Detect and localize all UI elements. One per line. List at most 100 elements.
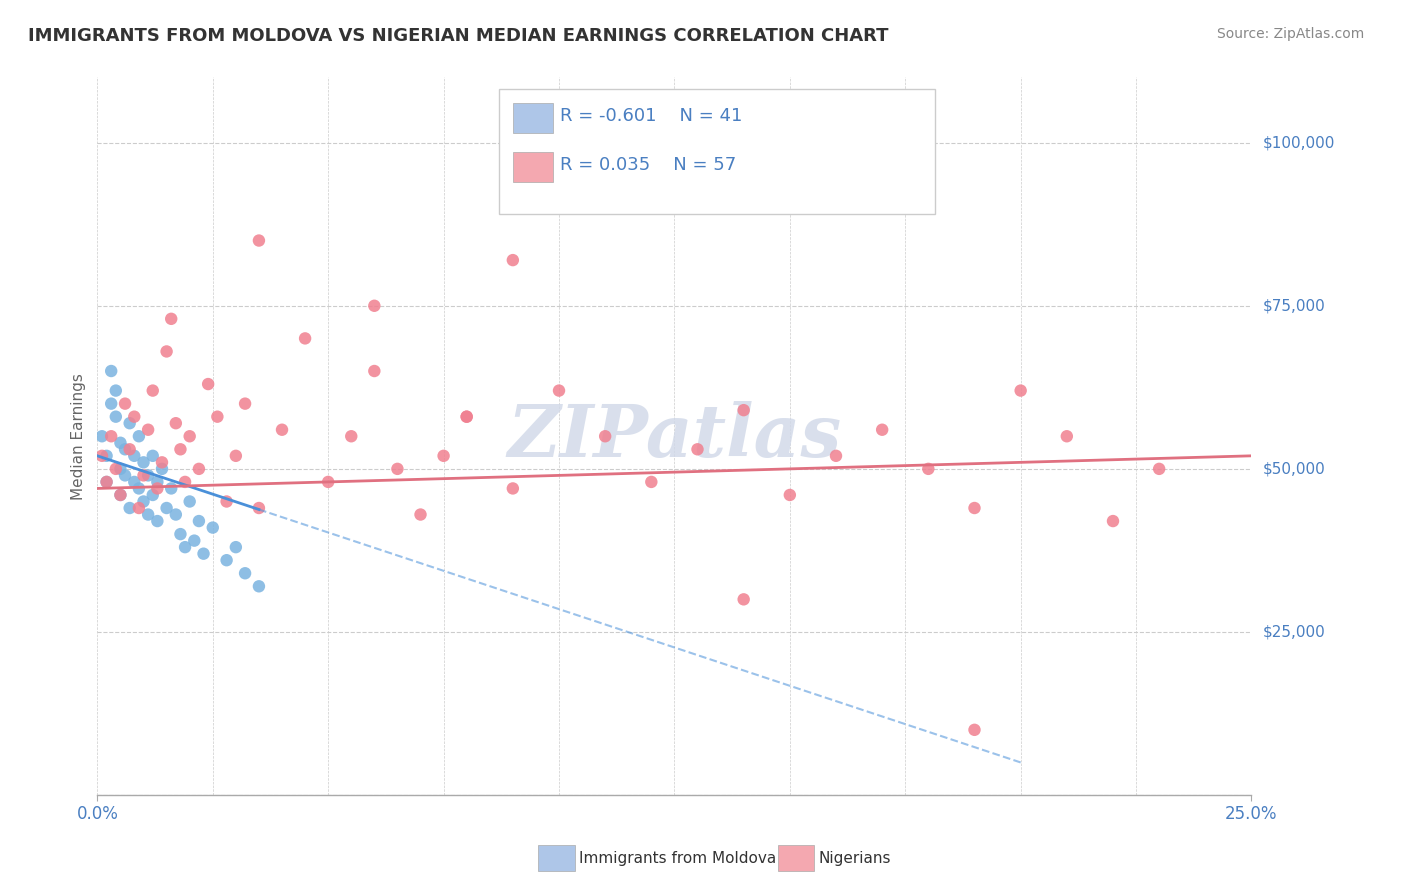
Point [1147, 462, 1170, 476]
Point [825, 449, 848, 463]
Point [155, 501, 177, 516]
Point [96, 475, 118, 489]
Point [233, 397, 256, 411]
Point [110, 488, 132, 502]
Point [104, 409, 127, 424]
Point [271, 423, 294, 437]
Point [128, 429, 150, 443]
Point [247, 234, 270, 248]
Point [247, 579, 270, 593]
Point [136, 423, 159, 437]
Point [179, 494, 201, 508]
Point [502, 253, 524, 268]
Point [174, 540, 197, 554]
Point [1056, 429, 1078, 443]
Point [160, 482, 183, 496]
Point [136, 508, 159, 522]
Point [110, 488, 132, 502]
Point [146, 514, 169, 528]
Point [146, 482, 169, 496]
Point [150, 462, 173, 476]
Point [114, 442, 136, 457]
Point [100, 397, 122, 411]
Point [114, 468, 136, 483]
Point [96, 449, 118, 463]
Point [340, 429, 363, 443]
Text: $25,000: $25,000 [1263, 624, 1326, 640]
Point [363, 364, 385, 378]
Point [91, 449, 114, 463]
Text: IMMIGRANTS FROM MOLDOVA VS NIGERIAN MEDIAN EARNINGS CORRELATION CHART: IMMIGRANTS FROM MOLDOVA VS NIGERIAN MEDI… [28, 27, 889, 45]
Point [548, 384, 571, 398]
Point [91, 429, 114, 443]
Text: R = 0.035    N = 57: R = 0.035 N = 57 [560, 156, 735, 174]
Text: Nigerians: Nigerians [818, 851, 891, 865]
Point [165, 508, 187, 522]
Y-axis label: Median Earnings: Median Earnings [72, 373, 86, 500]
Point [118, 416, 141, 430]
Point [456, 409, 478, 424]
Point [96, 475, 118, 489]
Point [1102, 514, 1125, 528]
Point [363, 299, 385, 313]
Point [104, 462, 127, 476]
Point [201, 520, 224, 534]
Point [150, 455, 173, 469]
Point [174, 475, 197, 489]
Point [387, 462, 409, 476]
Text: ZIPatlas: ZIPatlas [508, 401, 841, 472]
Point [142, 384, 165, 398]
Point [146, 475, 169, 489]
Point [193, 547, 215, 561]
Point [456, 409, 478, 424]
Point [110, 462, 132, 476]
Point [207, 409, 229, 424]
Point [779, 488, 801, 502]
Point [118, 442, 141, 457]
Point [963, 501, 986, 516]
Text: R = -0.601    N = 41: R = -0.601 N = 41 [560, 107, 742, 125]
Point [294, 331, 316, 345]
Point [187, 514, 209, 528]
Point [686, 442, 709, 457]
Point [155, 344, 177, 359]
Point [225, 449, 247, 463]
Point [233, 566, 256, 581]
Point [183, 533, 205, 548]
Point [733, 592, 755, 607]
Point [128, 482, 150, 496]
Text: $100,000: $100,000 [1263, 136, 1336, 150]
Point [963, 723, 986, 737]
Point [136, 468, 159, 483]
Point [100, 429, 122, 443]
Point [1010, 384, 1032, 398]
Point [114, 397, 136, 411]
Point [132, 494, 155, 508]
Point [142, 449, 165, 463]
Point [432, 449, 454, 463]
Text: Immigrants from Moldova: Immigrants from Moldova [579, 851, 776, 865]
Point [124, 449, 146, 463]
Point [160, 311, 183, 326]
Text: $50,000: $50,000 [1263, 461, 1326, 476]
Point [187, 462, 209, 476]
Point [247, 501, 270, 516]
Point [640, 475, 662, 489]
Point [593, 429, 616, 443]
Point [870, 423, 893, 437]
Point [110, 435, 132, 450]
Point [215, 553, 238, 567]
Point [124, 475, 146, 489]
Point [118, 501, 141, 516]
Point [132, 455, 155, 469]
Point [142, 488, 165, 502]
Text: $75,000: $75,000 [1263, 298, 1326, 313]
Point [197, 377, 219, 392]
Point [104, 384, 127, 398]
Point [409, 508, 432, 522]
Point [316, 475, 339, 489]
Point [225, 540, 247, 554]
Point [100, 364, 122, 378]
Point [733, 403, 755, 417]
Point [169, 527, 191, 541]
